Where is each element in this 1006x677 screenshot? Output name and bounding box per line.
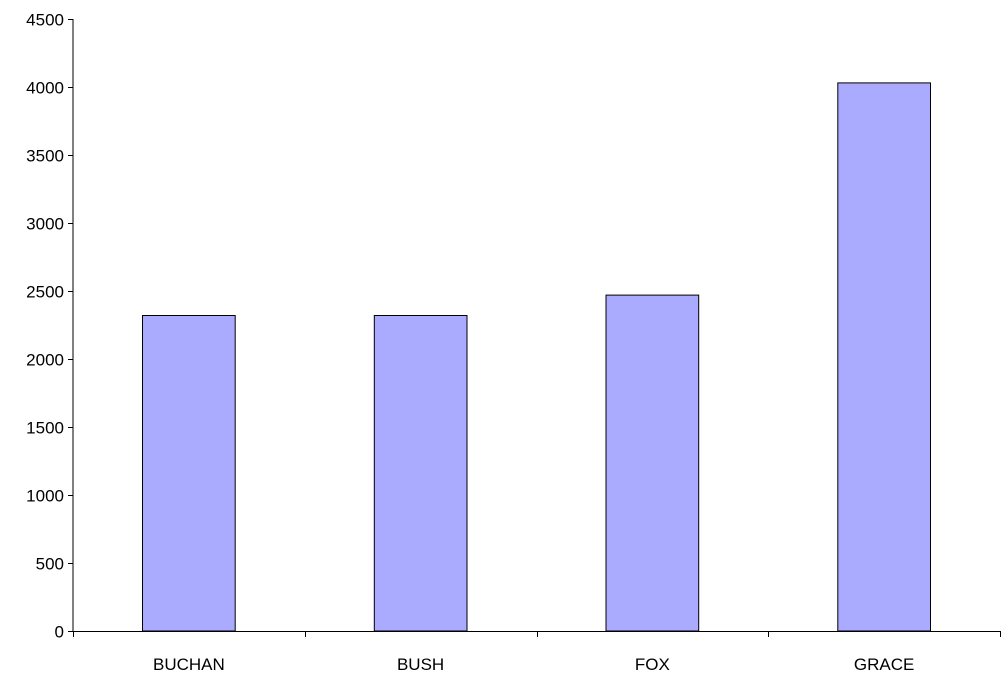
bar-fox [605,294,700,632]
y-tick-label: 1000 [26,487,64,506]
y-tick-label: 3500 [26,147,64,166]
x-tick-label-buchan: BUCHAN [153,655,225,674]
y-tick-label: 2500 [26,283,64,302]
y-tick-label: 2000 [26,351,64,370]
x-axis: BUCHAN BUSH FOX GRACE [73,631,1001,674]
y-tick-label: 4500 [26,11,64,30]
x-tick-label-grace: GRACE [854,655,914,674]
bar-bush [373,315,468,632]
bars-group [142,82,931,632]
y-tick-label: 4000 [26,79,64,98]
y-tick-label: 500 [36,555,64,574]
y-tick-label: 1500 [26,419,64,438]
y-tick-label: 0 [55,623,64,642]
bar-grace [837,82,931,632]
bar-buchan [142,315,236,632]
x-tick-label-bush: BUSH [397,655,444,674]
x-tick-label-fox: FOX [635,655,670,674]
y-axis: 0 500 1000 1500 2000 2500 3000 3500 4000 4500 [26,11,74,642]
y-tick-label: 3000 [26,215,64,234]
